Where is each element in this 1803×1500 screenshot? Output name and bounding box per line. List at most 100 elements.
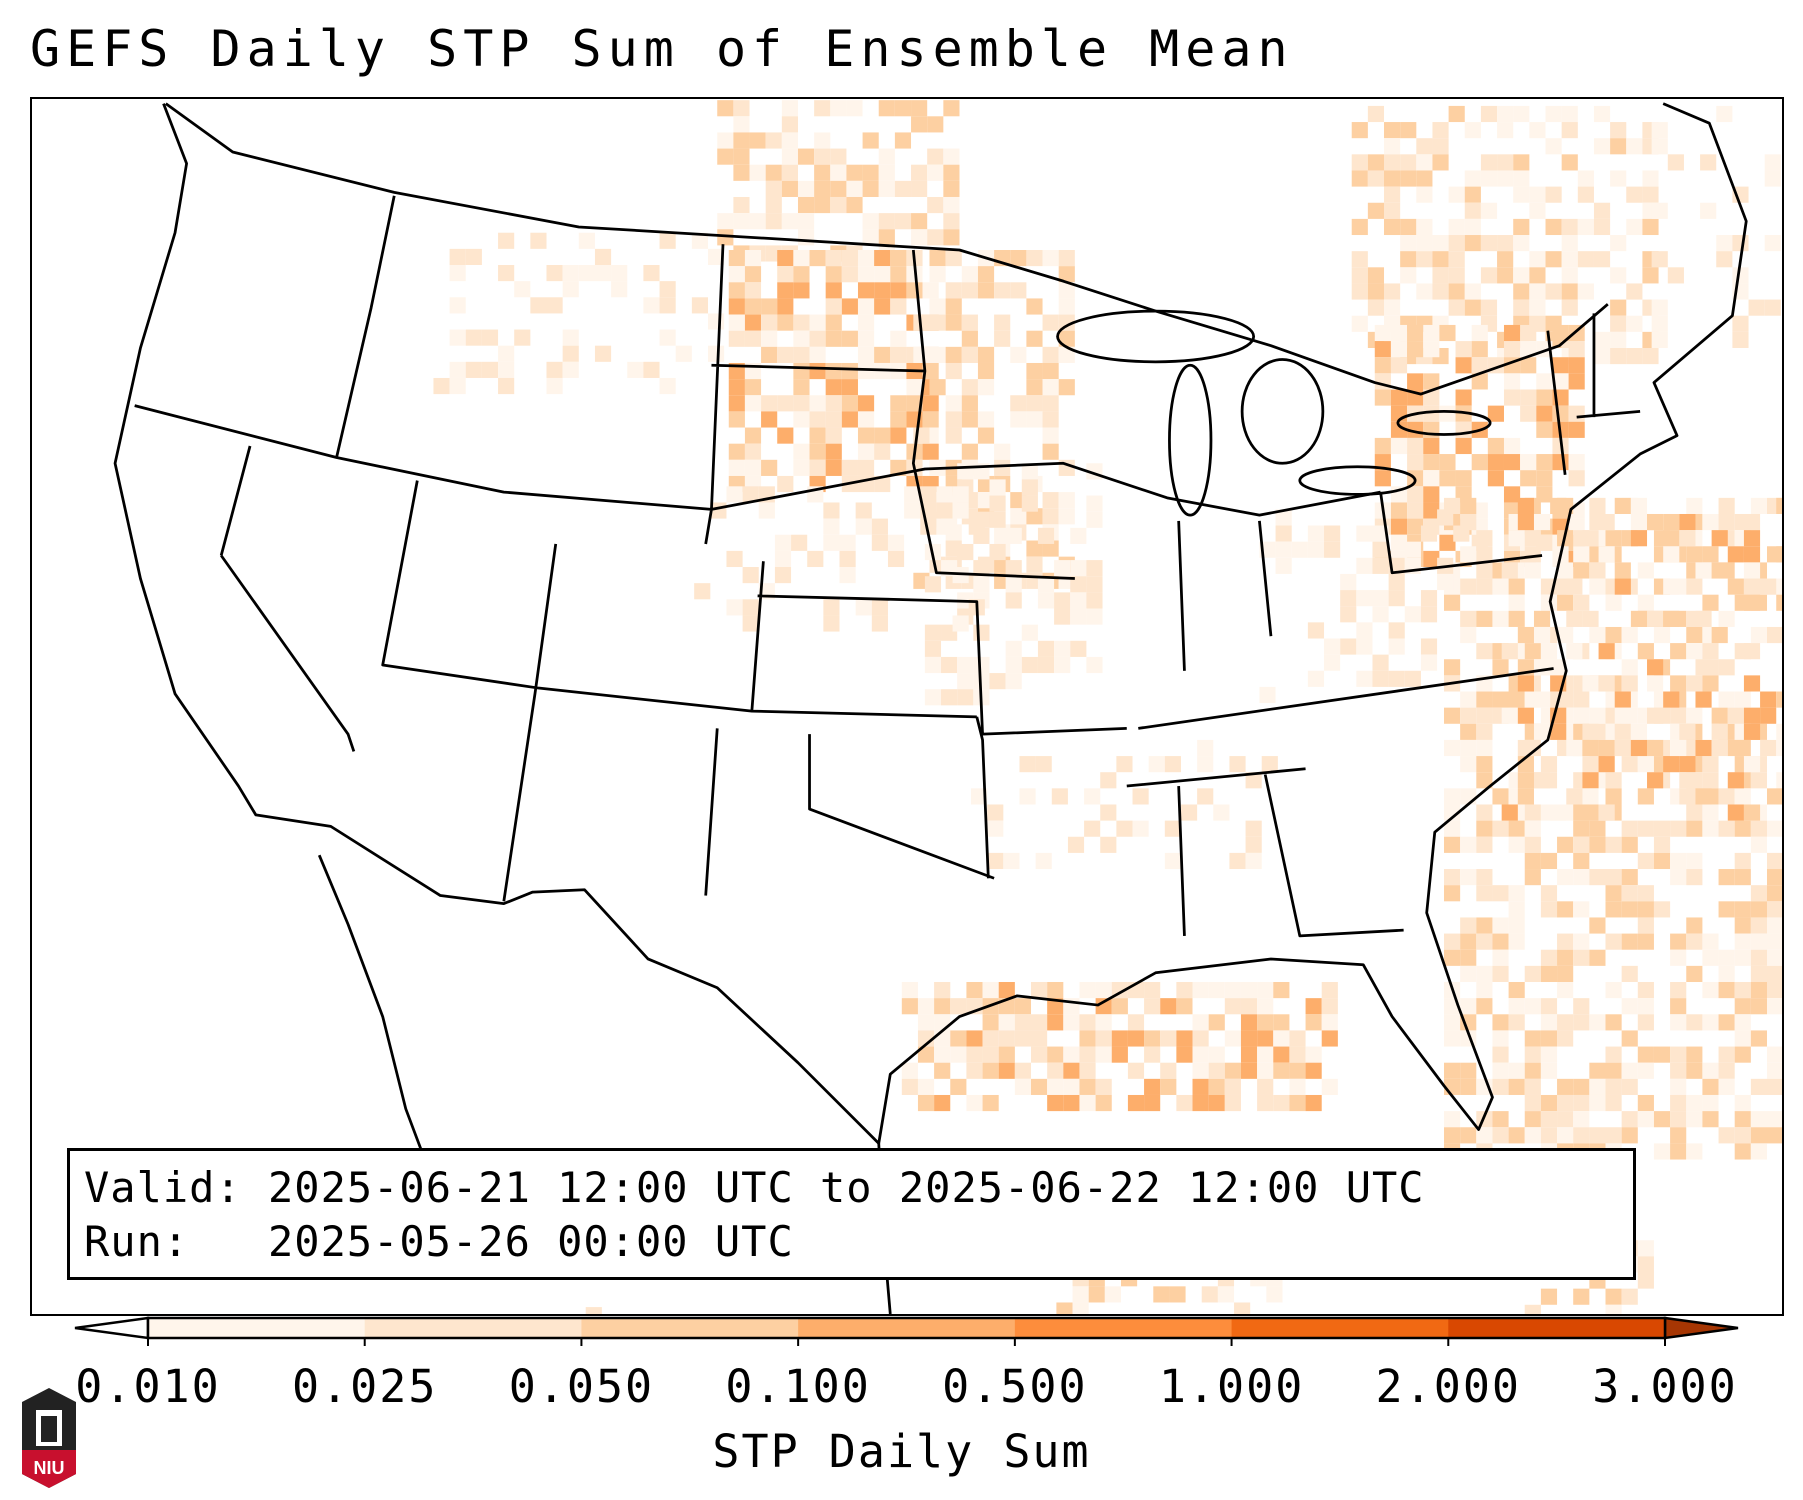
stp-grid-cell: [1593, 105, 1611, 123]
stp-grid-cell: [1390, 421, 1408, 438]
stp-grid-cell: [465, 248, 482, 265]
stp-grid-cell: [744, 459, 762, 476]
stp-grid-cell: [717, 213, 734, 230]
stp-grid-cell: [1589, 917, 1606, 934]
stp-grid-cell: [1750, 1111, 1768, 1128]
lake-superior: [1056, 309, 1256, 364]
stp-grid-cell: [1734, 1143, 1751, 1160]
stp-grid-cell: [742, 599, 759, 616]
stp-grid-cell: [1561, 267, 1578, 284]
stp-grid-cell: [744, 282, 762, 299]
stp-grid-cell: [1257, 1046, 1274, 1063]
stp-grid-cell: [1626, 315, 1643, 332]
stp-grid-cell: [1545, 218, 1562, 236]
stp-grid-cell: [1598, 643, 1615, 660]
stp-grid-cell: [1257, 1094, 1274, 1112]
stp-grid-cell: [659, 232, 676, 249]
stp-grid-cell: [1275, 541, 1292, 558]
stp-grid-cell: [989, 543, 1006, 561]
stp-grid-cell: [1307, 541, 1325, 558]
stp-grid-cell: [1621, 1078, 1638, 1095]
stp-grid-cell: [943, 229, 960, 246]
stp-grid-cell: [998, 1030, 1015, 1047]
stp-grid-cell: [887, 534, 905, 551]
stp-grid-cell: [1647, 659, 1664, 676]
stp-grid-cell: [765, 196, 782, 214]
stp-grid-cell: [1743, 723, 1761, 740]
stp-grid-cell: [1005, 560, 1022, 577]
stp-grid-cell: [1086, 656, 1103, 674]
stp-grid-cell: [1104, 1286, 1121, 1303]
stp-grid-cell: [733, 164, 750, 181]
stp-grid-cell: [1407, 486, 1424, 503]
stp-grid-cell: [1702, 820, 1719, 837]
stp-grid-cell: [1561, 154, 1578, 171]
stp-grid-cell: [1460, 998, 1477, 1015]
stp-grid-cell: [1072, 1286, 1089, 1303]
stp-grid-cell: [1750, 982, 1768, 999]
stp-grid-cell: [1695, 659, 1712, 676]
stp-grid-cell: [777, 314, 794, 331]
stp-grid-cell: [793, 395, 810, 412]
stp-grid-cell: [1718, 820, 1735, 837]
stp-grid-cell: [1524, 546, 1541, 563]
stp-grid-cell: [1086, 608, 1103, 625]
stp-grid-cell: [1180, 804, 1198, 821]
stp-grid-cell: [1711, 707, 1728, 724]
stp-grid-cell: [1621, 1127, 1638, 1144]
stp-grid-cell: [1540, 1062, 1558, 1079]
stp-grid-cell: [1637, 1272, 1654, 1289]
stp-grid-cell: [994, 282, 1011, 299]
stp-grid-cell: [1400, 170, 1417, 187]
stp-grid-cell: [1476, 917, 1493, 934]
colorbar-border: [146, 1316, 1667, 1340]
stp-grid-cell: [1460, 546, 1477, 563]
stp-grid-cell: [1176, 1094, 1193, 1112]
stp-grid-cell: [874, 266, 891, 283]
stp-grid-cell: [961, 346, 978, 363]
stp-grid-cell: [1727, 707, 1744, 724]
stp-grid-cell: [1524, 1127, 1541, 1144]
stp-grid-cell: [1455, 357, 1472, 374]
stp-grid-cell: [809, 250, 826, 267]
stp-grid-cell: [989, 511, 1006, 528]
stp-grid-cell: [1702, 804, 1719, 821]
stp-grid-cell: [839, 567, 856, 584]
stp-grid-cell: [1651, 138, 1668, 155]
stp-grid-cell: [952, 502, 969, 519]
stp-grid-cell: [1014, 1030, 1032, 1047]
stp-grid-cell: [874, 427, 891, 444]
stp-grid-cell: [1443, 1014, 1461, 1031]
stp-grid-cell: [1621, 1030, 1638, 1047]
stp-grid-cell: [809, 443, 826, 460]
stp-grid-cell: [1005, 640, 1022, 657]
stp-grid-cell: [1767, 965, 1782, 983]
stp-grid-cell: [1573, 820, 1590, 837]
stp-grid-cell: [1637, 933, 1654, 950]
stp-grid-cell: [1492, 885, 1509, 902]
stp-grid-cell: [911, 213, 928, 230]
stp-grid-cell: [1476, 836, 1493, 853]
stp-grid-cell: [1734, 1014, 1751, 1031]
stp-grid-cell: [890, 298, 907, 315]
stp-grid-cell: [943, 196, 960, 214]
stp-grid-cell: [1520, 324, 1537, 342]
stp-grid-cell: [1492, 1030, 1509, 1047]
stp-grid-cell: [968, 518, 985, 535]
stp-grid-cell: [825, 379, 842, 396]
stp-grid-cell: [841, 411, 858, 428]
stp-grid-cell: [1480, 105, 1498, 123]
stp-grid-cell: [1476, 530, 1493, 547]
stp-grid-cell: [1356, 622, 1373, 639]
stp-grid-cell: [1642, 347, 1659, 365]
stp-grid-cell: [950, 1078, 967, 1095]
stp-grid-cell: [1351, 170, 1368, 187]
stp-grid-cell: [1086, 560, 1103, 577]
stp-grid-cell: [825, 459, 842, 476]
stp-grid-cell: [1767, 852, 1782, 870]
stp-grid-cell: [1614, 578, 1631, 595]
stp-grid-cell: [823, 599, 840, 616]
stp-grid-cell: [1079, 982, 1096, 999]
stp-grid-cell: [1448, 235, 1465, 252]
stp-grid-cell: [1245, 852, 1262, 870]
